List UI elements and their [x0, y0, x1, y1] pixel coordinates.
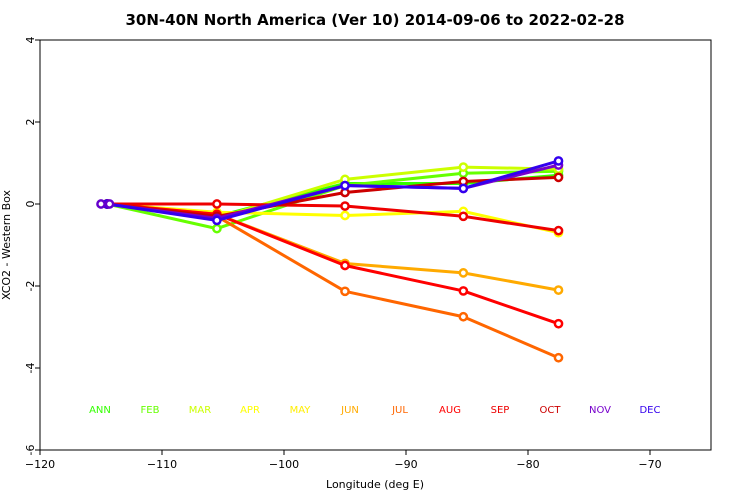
legend-entry-apr: APR	[240, 405, 260, 416]
data-point	[340, 260, 350, 271]
y-tick-label: -4	[24, 363, 37, 374]
data-point	[553, 285, 564, 295]
legend-entry-mar: MAR	[189, 405, 211, 416]
data-point	[553, 156, 564, 166]
x-tick-label: −80	[516, 458, 539, 471]
series-feb	[102, 166, 564, 234]
data-point	[458, 162, 469, 172]
data-point	[553, 318, 564, 329]
data-point	[212, 199, 222, 209]
x-axis-label: Longitude (deg E)	[326, 478, 424, 491]
y-tick-label: -6	[24, 445, 37, 456]
x-tick-label: −90	[394, 458, 417, 471]
series-sep	[102, 199, 564, 236]
y-tick-label: 0	[24, 201, 37, 208]
data-point	[458, 311, 469, 322]
legend-entry-sep: SEP	[491, 405, 510, 416]
data-point	[458, 268, 469, 278]
x-tick-label: −110	[147, 458, 177, 471]
legend-entry-feb: FEB	[141, 405, 160, 416]
data-point	[96, 199, 106, 209]
legend-entry-dec: DEC	[639, 405, 660, 416]
y-tick-label: -2	[24, 281, 37, 292]
data-point	[553, 352, 564, 363]
legend-entry-jul: JUL	[391, 405, 408, 416]
series-jul	[102, 199, 564, 363]
x-tick-label: −100	[269, 458, 299, 471]
data-point	[340, 286, 350, 297]
data-point	[212, 215, 222, 226]
data-point	[340, 201, 350, 211]
legend-entry-nov: NOV	[589, 405, 611, 416]
y-tick-label: 2	[24, 119, 37, 126]
data-point	[458, 211, 469, 222]
legend-entry-may: MAY	[290, 405, 312, 416]
legend-entry-jun: JUN	[340, 405, 359, 416]
data-point	[553, 225, 564, 236]
legend-entry-oct: OCT	[540, 405, 562, 416]
series-line	[106, 202, 560, 360]
data-point	[340, 180, 350, 191]
y-axis-label: XCO2 - Western Box	[0, 189, 13, 300]
x-tick-label: −70	[638, 458, 661, 471]
series-line	[106, 202, 559, 326]
y-tick-label: 4	[24, 37, 37, 44]
data-point	[104, 199, 115, 209]
data-point	[458, 286, 469, 296]
plot-frame	[39, 39, 712, 451]
x-tick-label: −120	[25, 458, 55, 471]
data-point	[212, 223, 222, 234]
legend-entry-ann: ANN	[89, 405, 111, 416]
legend-entry-aug: AUG	[439, 405, 461, 416]
data-point	[553, 172, 564, 183]
chart-title: 30N-40N North America (Ver 10) 2014-09-0…	[125, 11, 624, 29]
data-point	[458, 183, 469, 194]
data-point	[340, 210, 350, 221]
axes: −120 −110 −100 −90 −80 −70 -6 -4 -2 0 2 4	[24, 37, 712, 471]
legend: ANN FEB MAR APR MAY JUN JUL AUG SEP OCT NOV DEC	[89, 405, 660, 416]
series-layer	[96, 156, 564, 363]
